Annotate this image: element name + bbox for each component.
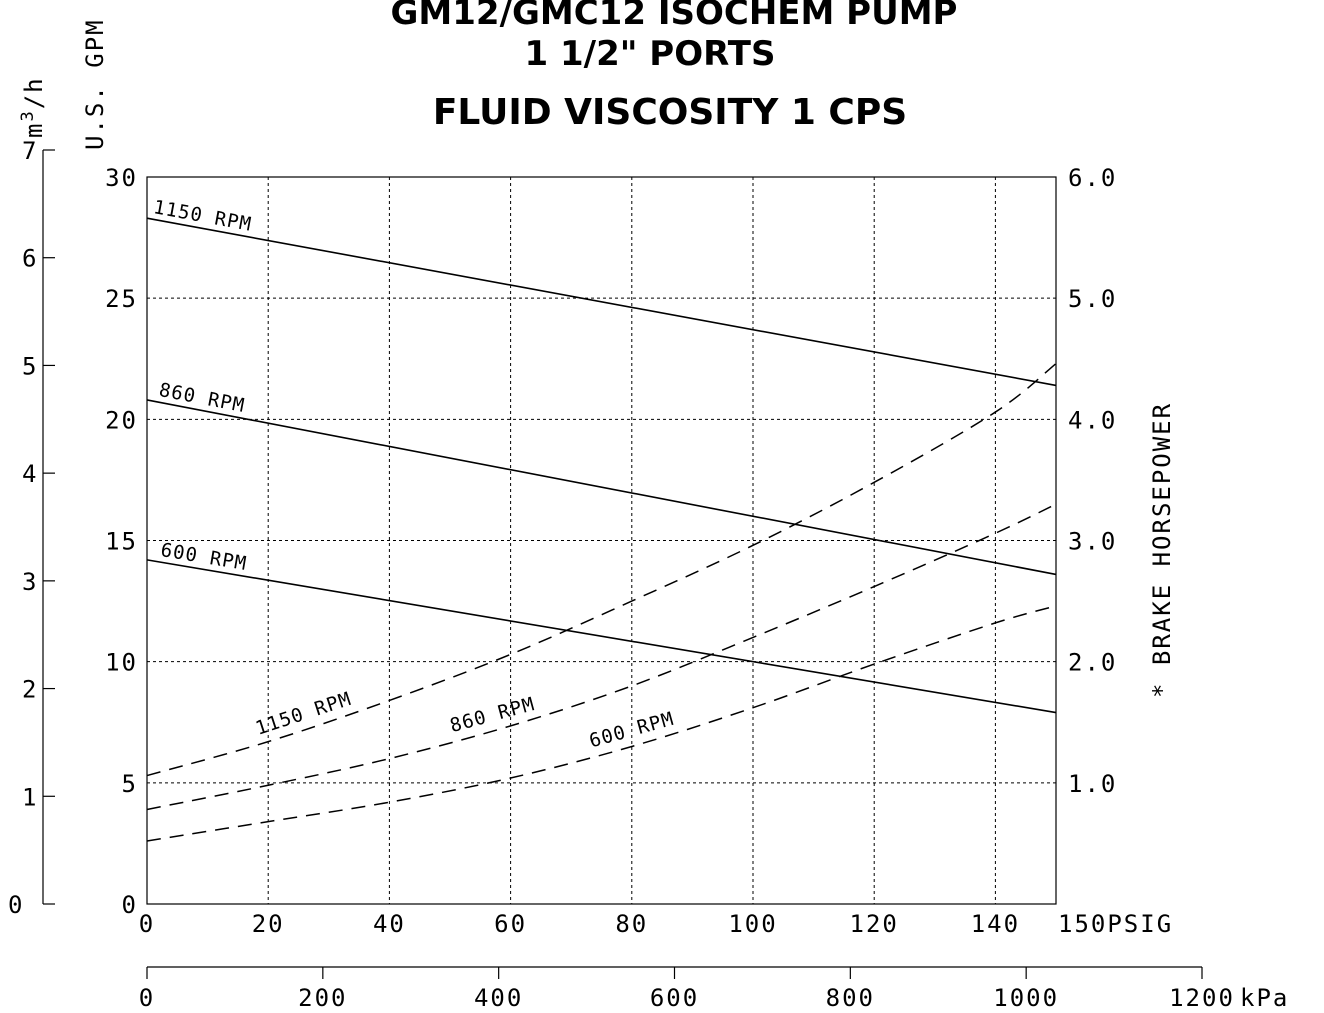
chart-title-line-2: 1 1/2" PORTS: [525, 34, 776, 74]
y-far-left-tick-label: 7: [22, 137, 38, 165]
y-left-tick-label: 0: [122, 891, 138, 919]
x-kpa-tick-label: 600: [650, 984, 699, 1012]
curve-label: 1150 RPM: [152, 196, 254, 236]
600-rpm-flow-line: [146, 559, 1057, 714]
y-left-tick-label: 25: [105, 285, 138, 313]
y-right-tick-label: 4.0: [1068, 406, 1117, 434]
curve-label: 860 RPM: [157, 379, 247, 417]
y-right-tick-label: 3.0: [1068, 528, 1117, 556]
tick-labels: 0 20 40 60 80 100 120 140 150PSIG0510152025301.0…: [8, 137, 1289, 1012]
1150-rpm-bhp-curve: [146, 363, 1057, 777]
y-left-tick-label: 30: [105, 164, 138, 192]
chart-title-line-1: GM12/GMC12 ISOCHEM PUMP: [391, 0, 958, 33]
y-far-left-tick-label: 6: [22, 245, 38, 273]
x-tick-label: 0: [139, 910, 155, 938]
1150-rpm-flow-line: [146, 217, 1057, 387]
x-kpa-tick-label: 800: [826, 984, 875, 1012]
axes: [42, 149, 1203, 979]
x-tick-label: 80: [615, 910, 648, 938]
x-tick-label: 100: [728, 910, 777, 938]
x-kpa-tick-label: 1000: [993, 984, 1059, 1012]
plot-frame: [146, 176, 1057, 905]
x-tick-label: 150PSIG: [1058, 910, 1173, 938]
curve-label: 600 RPM: [587, 708, 677, 753]
y-far-left-tick-label: 3: [22, 568, 38, 596]
y-far-left-tick-label: 2: [22, 676, 38, 704]
y-right-tick-label: 6.0: [1068, 164, 1117, 192]
x-kpa-unit-label: kPa: [1240, 984, 1289, 1012]
x-tick-label: 60: [494, 910, 527, 938]
y-axis-far-left-label: m3/h: [18, 76, 48, 138]
y-far-left-tick-label: 5: [22, 352, 38, 380]
x-tick-label: 140: [971, 910, 1020, 938]
chart-subtitle: FLUID VISCOSITY 1 CPS: [433, 92, 907, 133]
y-right-tick-label: 2.0: [1068, 649, 1117, 677]
x-kpa-tick-label: 400: [474, 984, 523, 1012]
860-rpm-bhp-curve: [146, 503, 1057, 811]
860-rpm-flow-line: [146, 399, 1057, 576]
y-left-tick-label: 10: [105, 649, 138, 677]
y-right-tick-label: 5.0: [1068, 285, 1117, 313]
y-left-tick-label: 20: [105, 406, 138, 434]
y-right-tick-label: 1.0: [1068, 770, 1117, 798]
y-far-left-tick-label: 1: [22, 783, 38, 811]
grid-lines: [147, 177, 1056, 904]
y-left-tick-label: 15: [105, 528, 138, 556]
y-left-tick-label: 5: [122, 770, 138, 798]
600-rpm-bhp-curve: [146, 605, 1057, 842]
x-tick-label: 40: [373, 910, 406, 938]
x-tick-label: 20: [252, 910, 285, 938]
x-kpa-tick-label: 200: [298, 984, 347, 1012]
x-kpa-tick-label: 1200: [1169, 984, 1235, 1012]
x-tick-label: 120: [850, 910, 899, 938]
svg-text:m3/h: m3/h: [18, 76, 48, 138]
series-lines: [146, 217, 1057, 842]
y-axis-left-label: U.S. GPM: [81, 18, 109, 150]
x-kpa-tick-label: 0: [139, 984, 155, 1012]
y-axis-right-label: * BRAKE HORSEPOWER: [1148, 402, 1176, 698]
y-far-left-tick-label: 0: [8, 891, 24, 919]
y-far-left-tick-label: 4: [22, 460, 38, 488]
